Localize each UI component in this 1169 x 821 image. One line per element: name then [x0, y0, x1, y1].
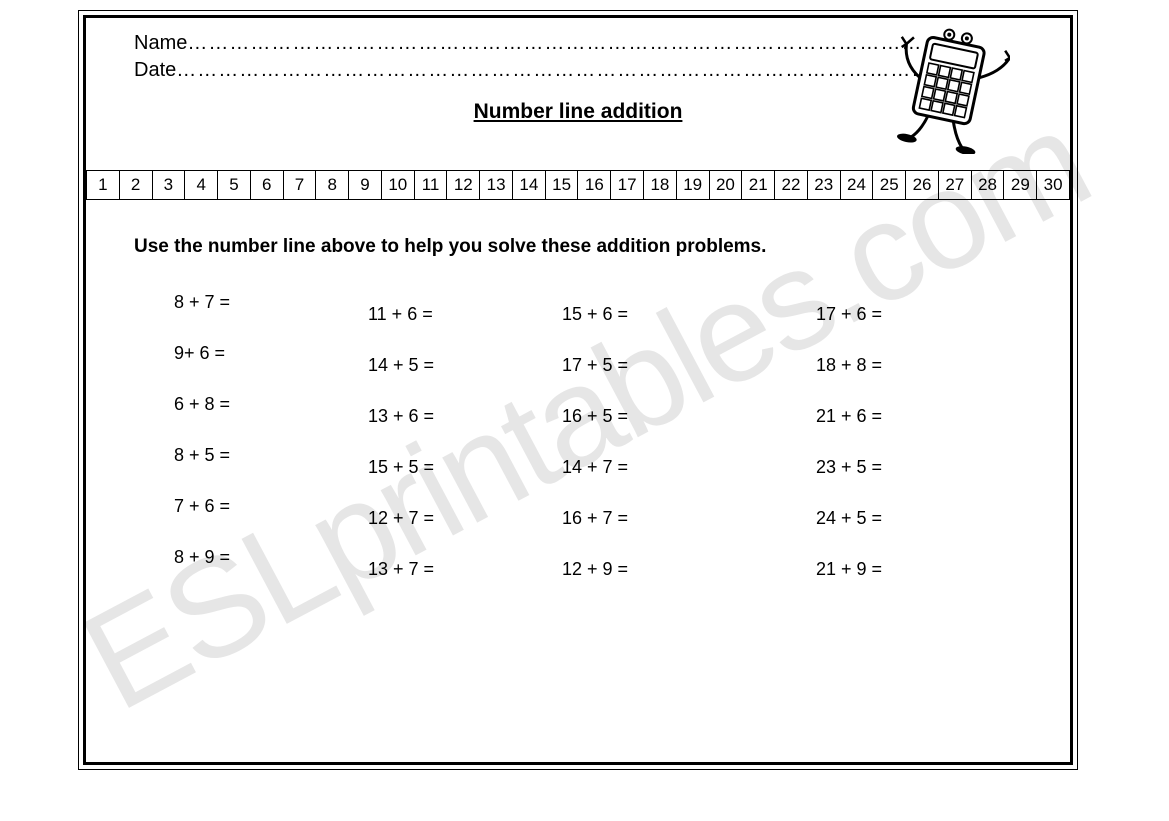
- addition-problem: 24 + 5 =: [816, 508, 990, 529]
- addition-problem: 9+ 6 =: [174, 343, 348, 364]
- addition-problem: 23 + 5 =: [816, 457, 990, 478]
- addition-problem: 17 + 6 =: [816, 304, 990, 325]
- number-line-cell: 25: [873, 171, 906, 199]
- number-line: 1 2 3 4 5 6 7 8 9 10 11 12 13 14 15 16 1…: [86, 170, 1070, 200]
- number-line-cell: 28: [972, 171, 1005, 199]
- addition-problem: 14 + 7 =: [562, 457, 736, 478]
- instruction-text: Use the number line above to help you so…: [86, 236, 1070, 258]
- addition-problem: 7 + 6 =: [174, 496, 348, 517]
- number-line-cell: 29: [1004, 171, 1037, 199]
- addition-problem: 8 + 7 =: [174, 292, 348, 313]
- worksheet-title: Number line addition: [474, 100, 683, 123]
- date-field-row: Date…………………………………………………………………………………………………: [134, 59, 1022, 82]
- addition-problem: 15 + 5 =: [368, 457, 542, 478]
- number-line-cell: 7: [284, 171, 317, 199]
- number-line-cell: 5: [218, 171, 251, 199]
- problems-col-2: 11 + 6 = 14 + 5 = 13 + 6 = 15 + 5 = 12 +…: [368, 292, 542, 610]
- number-line-cell: 17: [611, 171, 644, 199]
- addition-problem: 21 + 9 =: [816, 559, 990, 580]
- number-line-cell: 20: [710, 171, 743, 199]
- number-line-cell: 30: [1037, 171, 1070, 199]
- problems-grid: 8 + 7 = 9+ 6 = 6 + 8 = 8 + 5 = 7 + 6 = 8…: [86, 292, 1070, 610]
- date-dots: ……………………………………………………………………………………………………: [176, 59, 974, 81]
- name-label: Name: [134, 32, 187, 54]
- number-line-cell: 16: [578, 171, 611, 199]
- addition-problem: 16 + 7 =: [562, 508, 736, 529]
- number-line-cell: 15: [546, 171, 579, 199]
- name-field-row: Name………………………………………………………………………………………………: [134, 32, 1022, 55]
- addition-problem: 17 + 5 =: [562, 355, 736, 376]
- number-line-cell: 27: [939, 171, 972, 199]
- problems-col-1: 8 + 7 = 9+ 6 = 6 + 8 = 8 + 5 = 7 + 6 = 8…: [174, 292, 348, 610]
- addition-problem: 21 + 6 =: [816, 406, 990, 427]
- addition-problem: 13 + 7 =: [368, 559, 542, 580]
- number-line-cell: 3: [153, 171, 186, 199]
- addition-problem: 8 + 5 =: [174, 445, 348, 466]
- number-line-cell: 4: [185, 171, 218, 199]
- number-line-cell: 8: [316, 171, 349, 199]
- number-line-cell: 21: [742, 171, 775, 199]
- number-line-cell: 12: [447, 171, 480, 199]
- addition-problem: 12 + 7 =: [368, 508, 542, 529]
- addition-problem: 12 + 9 =: [562, 559, 736, 580]
- addition-problem: 16 + 5 =: [562, 406, 736, 427]
- number-line-cell: 24: [841, 171, 874, 199]
- date-label: Date: [134, 59, 176, 81]
- number-line-cell: 1: [86, 171, 120, 199]
- addition-problem: 15 + 6 =: [562, 304, 736, 325]
- number-line-cell: 10: [382, 171, 415, 199]
- number-line-cell: 14: [513, 171, 546, 199]
- calculator-mascot-icon: [890, 24, 1010, 154]
- addition-problem: 11 + 6 =: [368, 304, 542, 325]
- addition-problem: 13 + 6 =: [368, 406, 542, 427]
- number-line-cell: 22: [775, 171, 808, 199]
- number-line-cell: 6: [251, 171, 284, 199]
- number-line-cell: 23: [808, 171, 841, 199]
- number-line-cell: 18: [644, 171, 677, 199]
- number-line-cell: 2: [120, 171, 153, 199]
- addition-problem: 14 + 5 =: [368, 355, 542, 376]
- worksheet-outer-frame: Name…………………………………………………………………………………………………: [78, 10, 1078, 770]
- problems-col-4: 17 + 6 = 18 + 8 = 21 + 6 = 23 + 5 = 24 +…: [756, 292, 990, 610]
- addition-problem: 6 + 8 =: [174, 394, 348, 415]
- number-line-cell: 19: [677, 171, 710, 199]
- addition-problem: 8 + 9 =: [174, 547, 348, 568]
- number-line-cell: 11: [415, 171, 448, 199]
- addition-problem: 18 + 8 =: [816, 355, 990, 376]
- number-line-cell: 13: [480, 171, 513, 199]
- worksheet-inner-frame: Name…………………………………………………………………………………………………: [83, 15, 1073, 765]
- problems-col-3: 15 + 6 = 17 + 5 = 16 + 5 = 14 + 7 = 16 +…: [562, 292, 736, 610]
- number-line-cell: 9: [349, 171, 382, 199]
- number-line-cell: 26: [906, 171, 939, 199]
- name-dots: ………………………………………………………………………………………………: [187, 32, 943, 54]
